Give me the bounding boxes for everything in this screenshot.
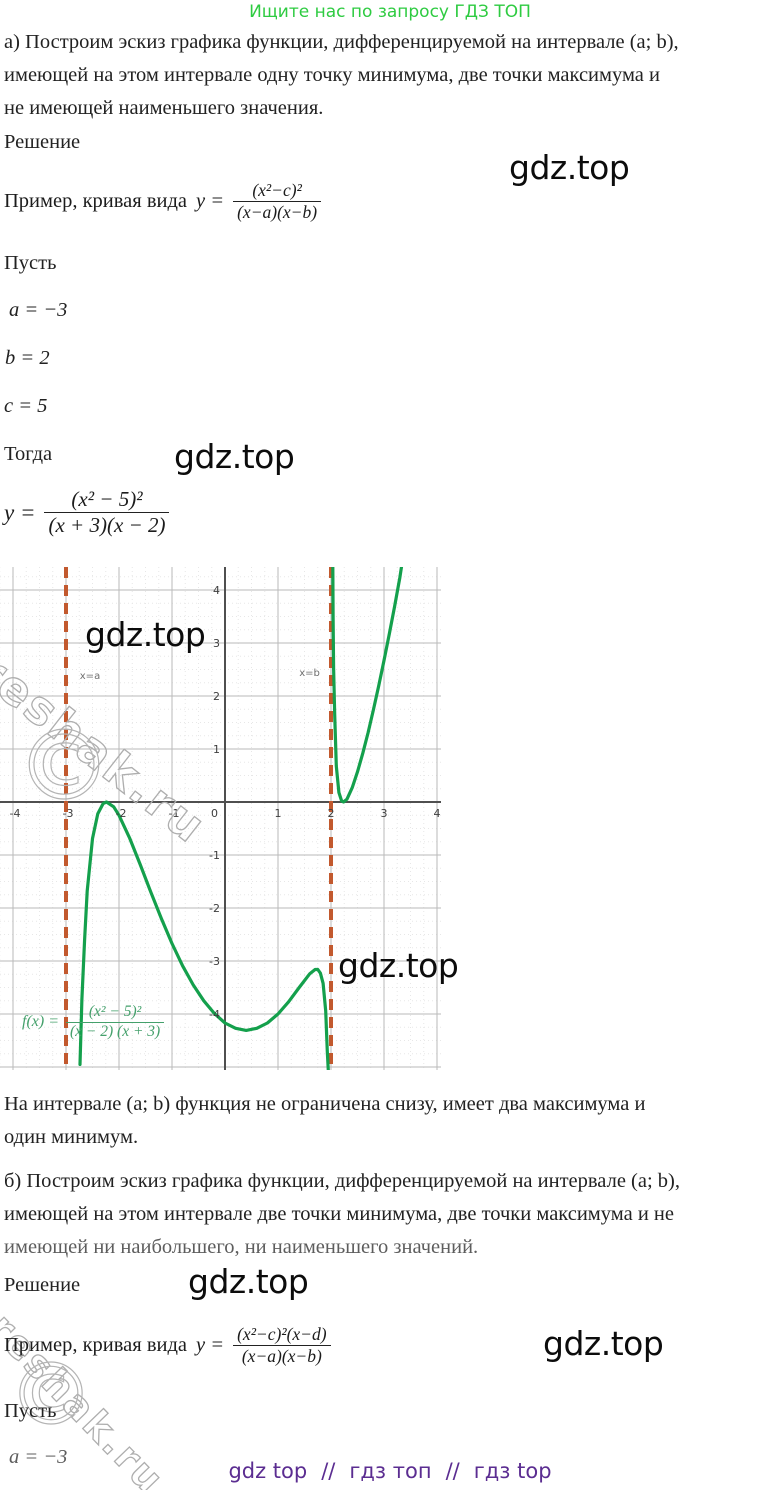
- fraction: (x² − 5)² (x − 2) (x + 3): [66, 1003, 165, 1042]
- formula-general-a: Пример, кривая вида y = (x²−c)² (x−a)(x−…: [4, 180, 322, 223]
- formula-general-b: Пример, кривая вида y = (x²−c)²(x−d) (x−…: [4, 1324, 331, 1367]
- fraction-numerator: (x² − 5)²: [71, 487, 143, 511]
- gdz-watermark: gdz.top: [543, 1324, 664, 1363]
- promo-banner: Ищите нас по запросу ГДЗ ТОП: [249, 2, 531, 22]
- svg-text:3: 3: [213, 637, 220, 650]
- footer-links: gdz top // гдз топ // гдз top: [0, 1459, 780, 1483]
- svg-text:-3: -3: [209, 955, 220, 968]
- fraction-denominator: (x−a)(x−b): [233, 1345, 331, 1367]
- assignment-a: a = −3: [9, 299, 68, 321]
- conclusion-line: На интервале (a; b) функция не ограничен…: [4, 1093, 646, 1115]
- formula-lhs: y =: [196, 1334, 225, 1356]
- svg-text:-3: -3: [63, 807, 74, 820]
- formula-specific-a: y = (x² − 5)² (x + 3)(x − 2): [4, 487, 170, 538]
- conclusion-line: один минимум.: [4, 1126, 139, 1148]
- svg-text:4: 4: [213, 584, 220, 597]
- formula-prefix: Пример, кривая вида: [4, 190, 188, 212]
- solution-label-b: Решение: [4, 1274, 81, 1296]
- svg-text:-4: -4: [209, 1008, 220, 1021]
- svg-text:2: 2: [328, 807, 335, 820]
- fraction: (x² − 5)² (x + 3)(x − 2): [44, 487, 170, 538]
- formula-lhs: y =: [196, 190, 225, 212]
- gdz-watermark: gdz.top: [174, 437, 295, 476]
- footer-link[interactable]: gdz top: [228, 1459, 308, 1483]
- svg-text:-2: -2: [116, 807, 127, 820]
- function-graph: x=a x=b -4 -3 -2 -1 0 1 2 3 4 -4 -3 -2 -1 1 2 3 4 f(x) = (…: [0, 567, 441, 1070]
- svg-text:x=b: x=b: [299, 668, 320, 679]
- svg-text:3: 3: [381, 807, 388, 820]
- gdz-watermark: gdz.top: [188, 1262, 309, 1301]
- footer-link[interactable]: гдз топ: [349, 1459, 432, 1483]
- svg-text:2: 2: [213, 690, 220, 703]
- let-label-b: Пусть: [4, 1400, 57, 1422]
- footer-separator: //: [445, 1459, 460, 1483]
- fraction: (x²−c)² (x−a)(x−b): [233, 180, 322, 223]
- svg-text:0: 0: [211, 807, 218, 820]
- let-label-a: Пусть: [4, 252, 57, 274]
- fraction-numerator: (x²−c)²(x−d): [237, 1324, 327, 1344]
- fraction-numerator: (x²−c)²: [252, 180, 302, 200]
- part-b-problem-line: б) Построим эскиз графика функции, диффе…: [4, 1170, 680, 1192]
- svg-text:1: 1: [275, 807, 282, 820]
- fraction-numerator: (x² − 5)²: [88, 1003, 142, 1020]
- then-label: Тогда: [4, 443, 53, 465]
- svg-text:x=a: x=a: [80, 671, 100, 682]
- footer-link[interactable]: гдз top: [473, 1459, 552, 1483]
- copyright-watermark-icon: ©: [15, 710, 112, 822]
- svg-text:-1: -1: [169, 807, 180, 820]
- fraction-denominator: (x−a)(x−b): [233, 201, 322, 223]
- function-graph-svg: x=a x=b -4 -3 -2 -1 0 1 2 3 4 -4 -3 -2 -1 1 2 3 4: [0, 567, 441, 1070]
- svg-text:1: 1: [213, 743, 220, 756]
- gdz-watermark: gdz.top: [85, 615, 206, 654]
- part-a-problem-line: имеющей на этом интервале одну точку мин…: [4, 64, 660, 86]
- fraction-denominator: (x + 3)(x − 2): [44, 512, 170, 538]
- svg-text:-1: -1: [209, 849, 220, 862]
- part-a-problem-line: а) Построим эскиз графика функции, диффе…: [4, 31, 679, 53]
- fx-lhs: f(x) =: [22, 1013, 59, 1031]
- graph-function-label: f(x) = (x² − 5)² (x − 2) (x + 3): [22, 1003, 165, 1042]
- part-b-problem-line: имеющей на этом интервале две точки мини…: [4, 1203, 674, 1225]
- svg-text:-4: -4: [10, 807, 21, 820]
- formula-lhs: y =: [4, 499, 36, 525]
- assignment-c: c = 5: [4, 395, 48, 417]
- fraction-denominator: (x − 2) (x + 3): [66, 1021, 165, 1042]
- svg-text:4: 4: [434, 807, 441, 820]
- footer-separator: //: [321, 1459, 336, 1483]
- assignment-a2: a = −3: [9, 1446, 68, 1468]
- fraction: (x²−c)²(x−d) (x−a)(x−b): [233, 1324, 331, 1367]
- formula-prefix: Пример, кривая вида: [4, 1334, 188, 1356]
- copyright-watermark-icon: ©: [7, 1345, 94, 1445]
- part-b-problem-line: имеющей ни наибольшего, ни наименьшего з…: [4, 1236, 479, 1258]
- gdz-watermark: gdz.top: [509, 148, 630, 187]
- gdz-watermark: gdz.top: [338, 946, 459, 985]
- svg-text:-2: -2: [209, 902, 220, 915]
- assignment-b: b = 2: [5, 347, 50, 369]
- solution-label-a: Решение: [4, 131, 81, 153]
- part-a-problem-line: не имеющей наименьшего значения.: [4, 97, 324, 119]
